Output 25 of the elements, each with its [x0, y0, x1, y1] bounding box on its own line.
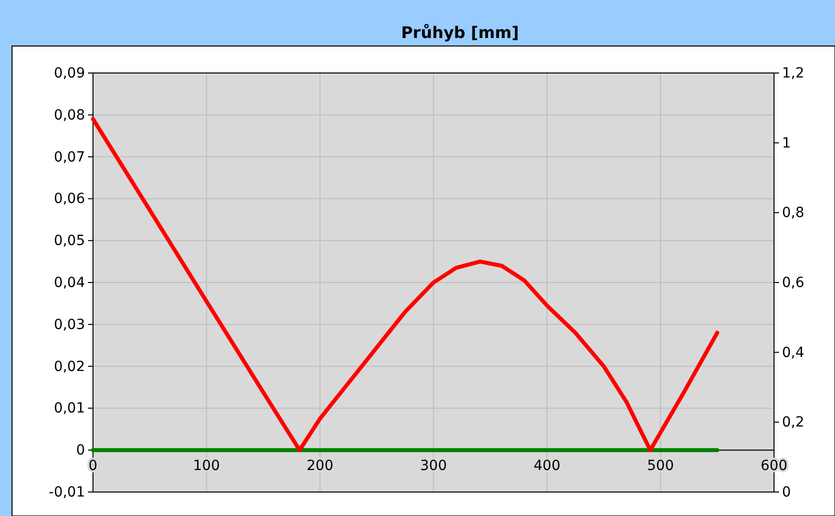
- y-tick-label: 0,06: [54, 191, 86, 208]
- y-tick-label: 0,05: [54, 233, 85, 250]
- y-tick-label: 0,03: [54, 316, 85, 333]
- x-tick-label: 300: [420, 458, 447, 474]
- y2-tick-label: 1: [782, 135, 791, 152]
- x-tick-label: 500: [647, 458, 674, 474]
- y2-tick-label: 0,8: [782, 205, 804, 222]
- y2-tick-label: 0,6: [782, 274, 804, 291]
- x-tick-label: 200: [306, 458, 334, 474]
- y-tick-label: 0,01: [54, 400, 85, 417]
- x-tick-label: 100: [193, 458, 220, 474]
- y2-tick-label: 0: [782, 484, 791, 500]
- y-tick-label: 0: [76, 442, 85, 459]
- y-tick-label: 0,09: [54, 65, 85, 82]
- y-tick-label: -0,01: [48, 484, 85, 500]
- y-tick-label: 0,07: [54, 149, 85, 166]
- y2-tick-label: 0,4: [782, 344, 804, 361]
- chart-title: Průhyb [mm]: [401, 23, 519, 42]
- y-tick-label: 0,02: [54, 358, 85, 375]
- y2-tick-label: 0,2: [782, 414, 804, 431]
- y-tick-label: 0,04: [54, 274, 86, 291]
- x-tick-label: 400: [534, 458, 560, 474]
- y2-tick-label: 1,2: [782, 65, 804, 82]
- y-tick-label: 0,08: [54, 107, 85, 124]
- line-series: [91, 117, 720, 452]
